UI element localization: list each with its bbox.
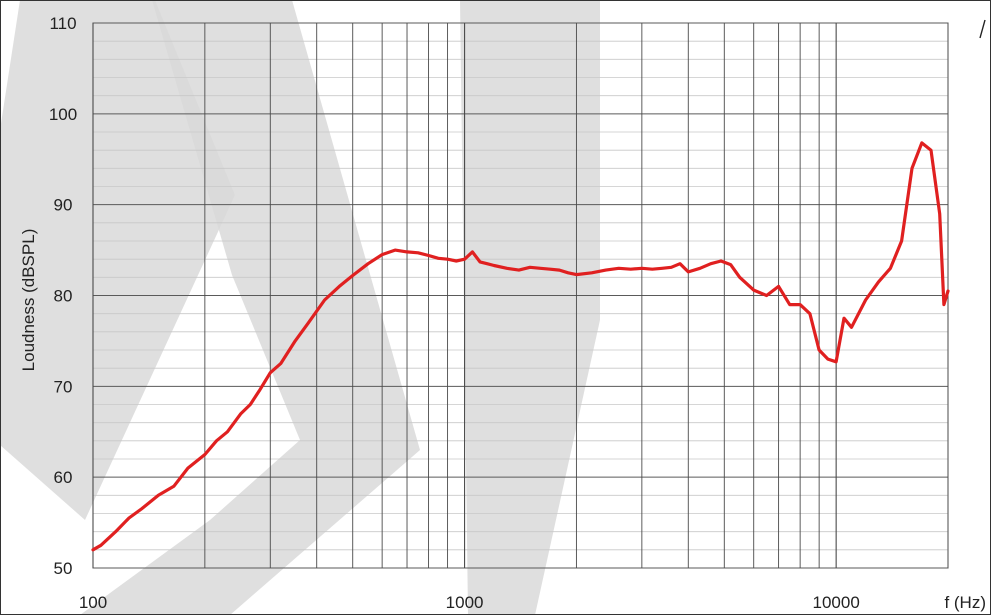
y-tick-label: 110	[49, 14, 76, 33]
y-tick-label: 50	[54, 559, 73, 578]
watermark-shape-middle	[80, 0, 420, 615]
watermark-shape-left	[0, 0, 235, 520]
y-tick-label: 90	[54, 196, 73, 215]
x-tick-label: 100	[79, 593, 107, 612]
y-axis-title: Loudness (dBSPL)	[19, 229, 38, 372]
watermark-shape-right	[460, 0, 600, 615]
y-tick-labels: 50 60 70 80 90 100 110	[49, 14, 77, 578]
y-tick-label: 80	[54, 287, 73, 306]
y-tick-label: 70	[54, 377, 73, 396]
series-line	[91, 141, 950, 552]
major-gridlines	[92, 22, 949, 569]
x-tick-label: 10000	[813, 593, 860, 612]
edge-glyph-fragment	[979, 19, 986, 39]
series-layer	[91, 141, 950, 552]
y-tick-label: 60	[54, 468, 73, 487]
x-tick-label: 1000	[446, 593, 484, 612]
watermark-logo	[0, 0, 600, 615]
x-tick-labels: 100 1000 10000	[79, 593, 860, 612]
y-tick-label: 100	[49, 105, 77, 124]
x-axis-title: f (Hz)	[944, 593, 986, 612]
